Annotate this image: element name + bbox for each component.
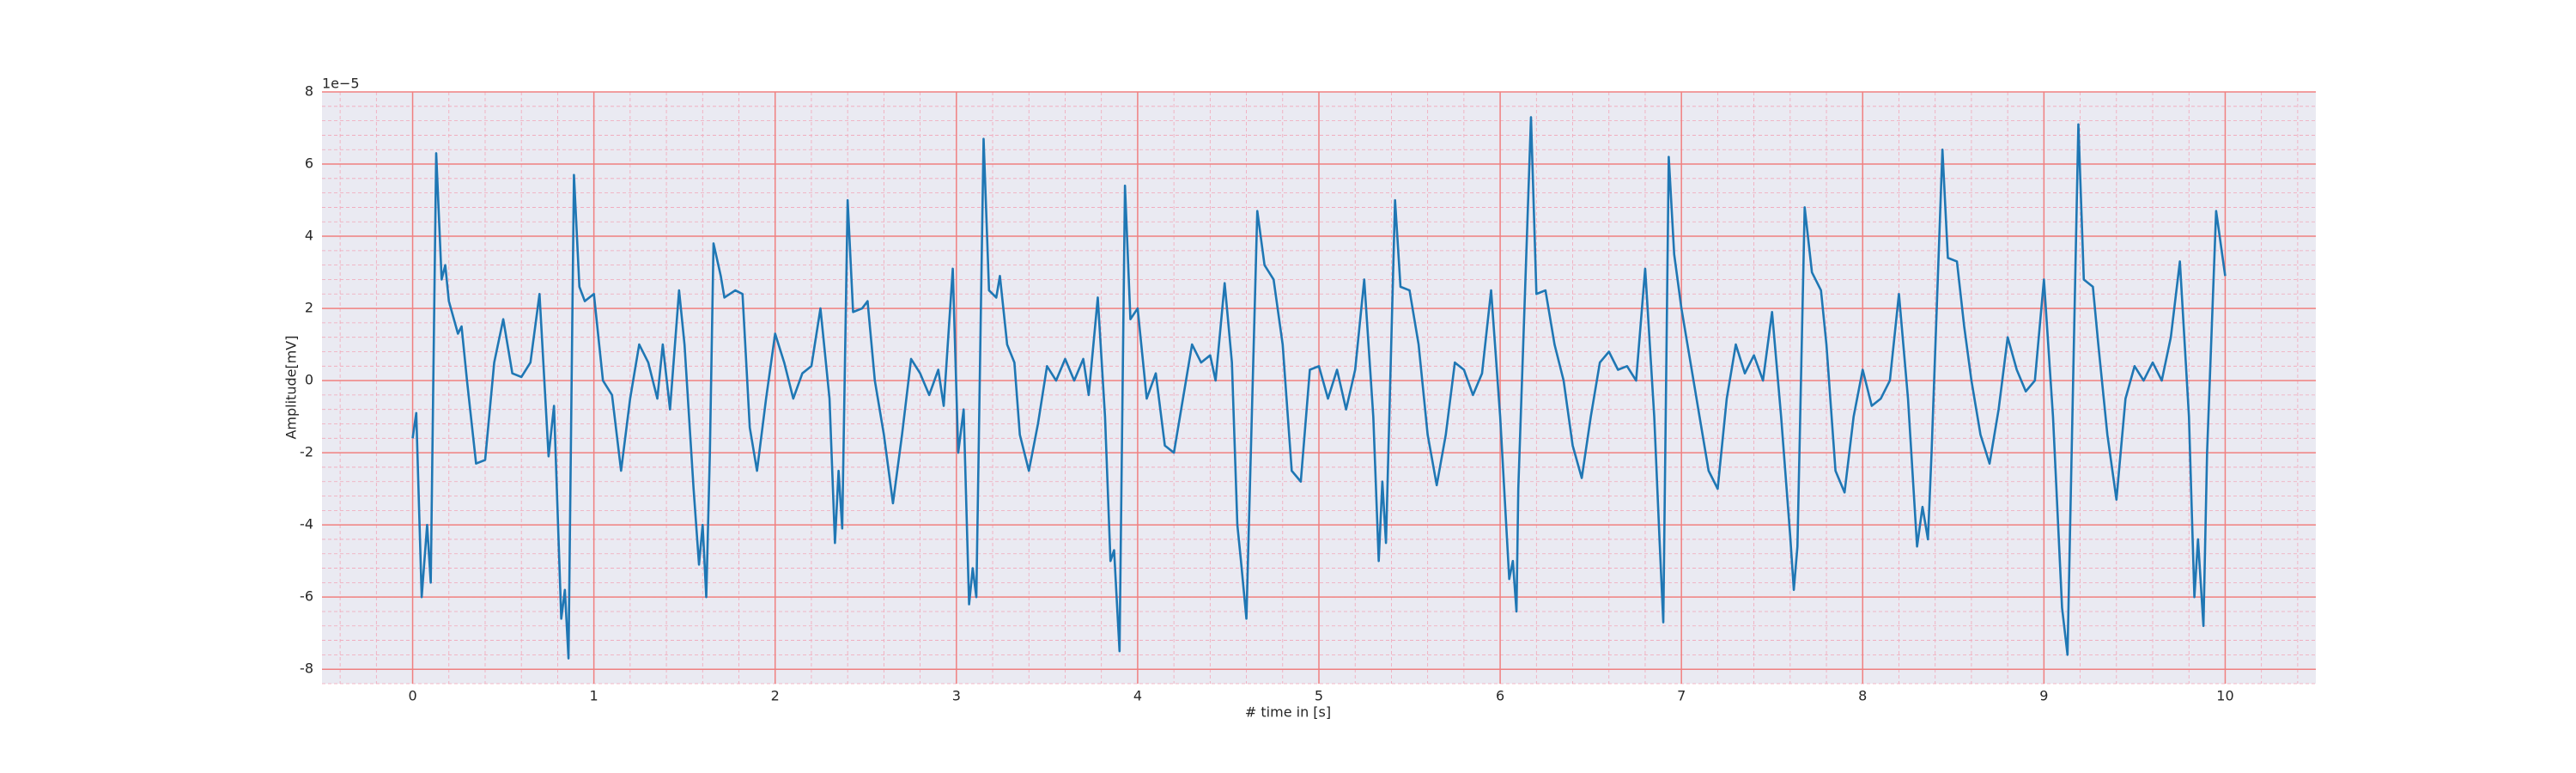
y-tick-label: -4 — [300, 516, 313, 533]
y-tick-label: -8 — [300, 660, 313, 677]
y-axis-label: Amplitude[mV] — [283, 335, 300, 439]
y-tick-label: 6 — [305, 155, 313, 172]
x-tick-label: 1 — [590, 688, 598, 704]
x-tick-label: 0 — [408, 688, 416, 704]
x-tick-label: 5 — [1315, 688, 1323, 704]
x-axis-label: # time in [s] — [1245, 704, 1331, 721]
grid — [322, 91, 2316, 685]
y-tick-label: -6 — [300, 588, 313, 605]
x-tick-label: 7 — [1677, 688, 1686, 704]
y-tick-label: 0 — [305, 372, 313, 388]
x-tick-label: 9 — [2039, 688, 2048, 704]
y-tick-label: 4 — [305, 228, 313, 244]
signal-line — [411, 116, 2227, 660]
x-tick-label: 6 — [1496, 688, 1504, 704]
x-tick-label: 10 — [2216, 688, 2233, 704]
x-tick-label: 2 — [771, 688, 780, 704]
x-tick-label: 4 — [1133, 688, 1142, 704]
offset-text: 1e−5 — [322, 76, 360, 92]
y-tick-label: 2 — [305, 300, 313, 316]
y-tick-label: 8 — [305, 83, 313, 100]
x-tick-label: 3 — [952, 688, 961, 704]
marks — [411, 116, 2227, 660]
x-tick-label: 8 — [1858, 688, 1867, 704]
y-tick-label: -2 — [300, 444, 313, 460]
